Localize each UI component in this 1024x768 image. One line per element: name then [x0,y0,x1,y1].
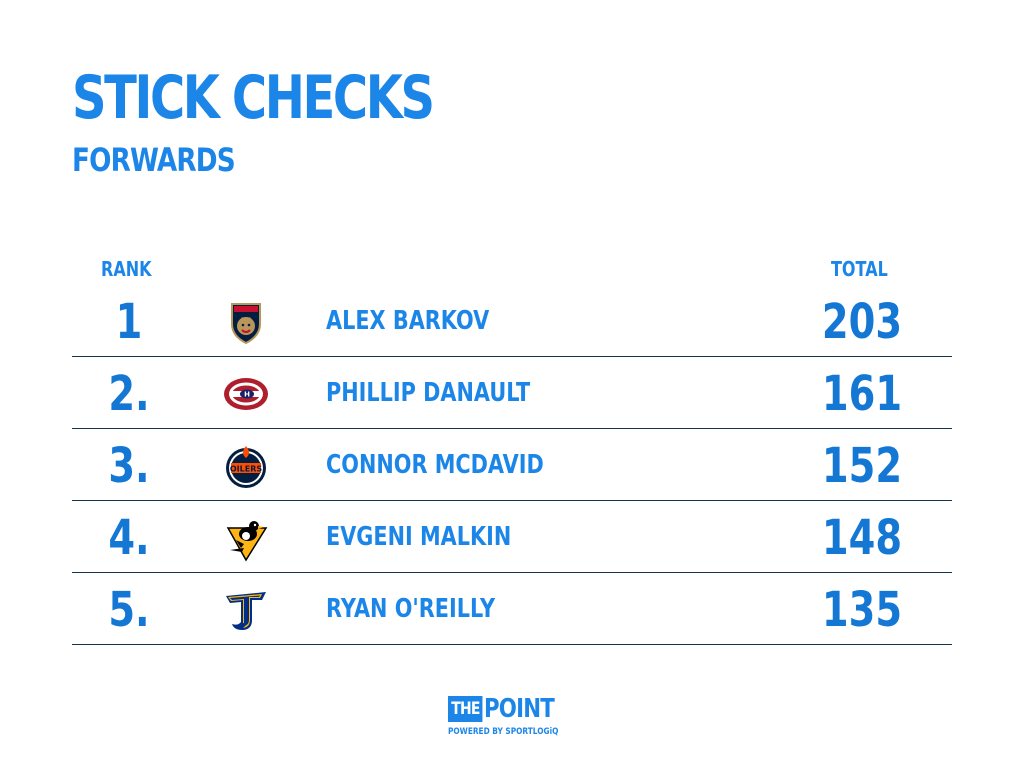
table-row: 2. H PHILLIP DANAULT 161 [72,358,952,429]
table-row: 5. RYAN O'REILLY 135 [72,574,952,645]
player-name: RYAN O'REILLY [326,594,496,624]
rank-value: 2. [108,366,150,422]
brand-the-label: THE [448,696,483,722]
powered-by-label: POWERED BY SPORTLOGiQ [448,727,559,737]
total-value: 148 [821,510,903,566]
pittsburgh-penguins-logo-icon [222,514,270,562]
brand-point-label: POINT [484,694,555,724]
table-row: 1 ALEX BARKOV 203 [72,286,952,357]
rank-value: 1 [115,294,143,350]
table-row: 3. OILERS CONNOR MCDAVID 152 [72,430,952,501]
st-louis-blues-logo-icon [222,586,270,634]
rank-value: 3. [108,438,150,494]
player-name: ALEX BARKOV [326,306,490,336]
rank-value: 5. [108,582,150,638]
svg-text:H: H [244,391,250,399]
total-value: 152 [821,438,903,494]
total-value: 203 [821,294,903,350]
player-name: PHILLIP DANAULT [326,378,531,408]
edmonton-oilers-logo-icon: OILERS [222,442,270,490]
montreal-canadiens-logo-icon: H [222,370,270,418]
total-column-header: TOTAL [831,257,888,281]
total-value: 135 [821,582,903,638]
player-name: CONNOR MCDAVID [326,450,544,480]
player-name: EVGENI MALKIN [326,522,512,552]
leaderboard-table: 1 ALEX BARKOV 203 2. H [72,286,952,646]
florida-panthers-logo-icon [222,298,270,346]
total-value: 161 [821,366,903,422]
rank-column-header: RANK [101,257,152,281]
the-point-brand-logo: THE POINT POWERED BY SPORTLOGiQ [448,694,578,744]
page-subtitle: FORWARDS [72,141,236,179]
svg-text:OILERS: OILERS [230,465,263,474]
rank-value: 4. [108,510,150,566]
page-title: STICK CHECKS [72,63,435,133]
table-row: 4. EVGENI MALKIN 148 [72,502,952,573]
